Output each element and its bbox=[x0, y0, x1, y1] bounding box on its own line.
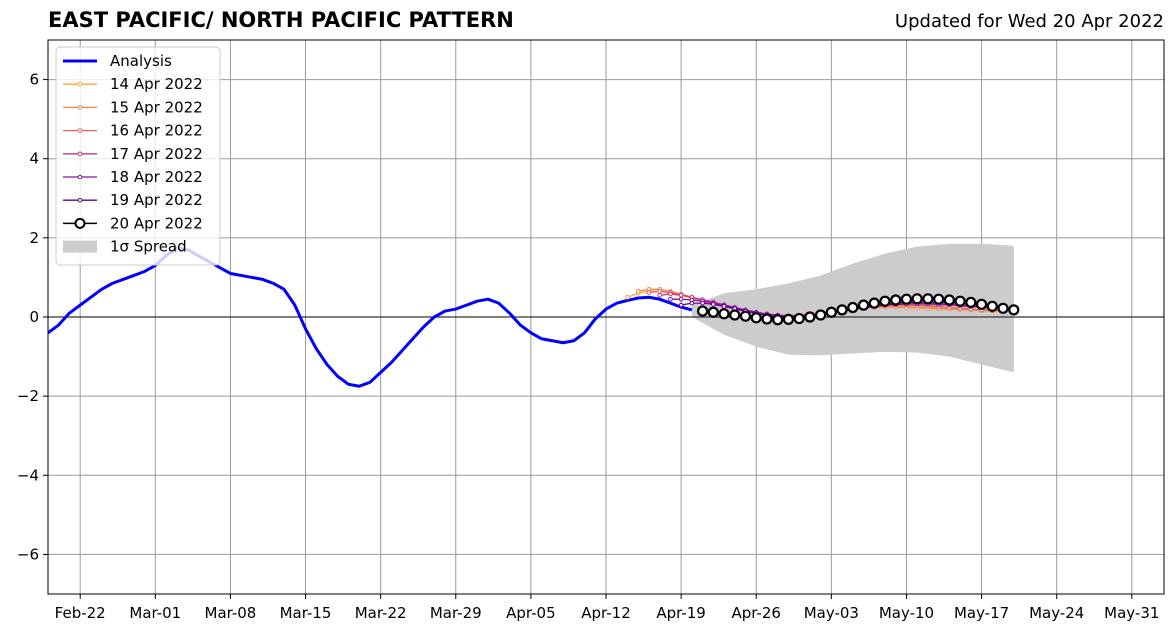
y-tick-label: 4 bbox=[29, 150, 39, 168]
forecast-point bbox=[729, 309, 741, 321]
x-tick-label: Mar-15 bbox=[280, 604, 332, 622]
forecast-point bbox=[922, 293, 934, 305]
legend-marker bbox=[77, 105, 83, 110]
x-tick-label: Mar-22 bbox=[355, 604, 407, 622]
forecast-point bbox=[825, 306, 837, 318]
legend-marker bbox=[77, 174, 83, 180]
legend-label: 14 Apr 2022 bbox=[110, 75, 203, 93]
x-tick-label: Apr-05 bbox=[506, 604, 556, 622]
y-tick-label: 2 bbox=[29, 229, 39, 247]
legend-label: Analysis bbox=[110, 52, 172, 70]
legend-marker bbox=[77, 197, 83, 203]
forecast-point bbox=[721, 304, 727, 309]
analysis-line bbox=[48, 246, 693, 388]
legend-label: 1σ Spread bbox=[110, 238, 187, 256]
legend-label: 15 Apr 2022 bbox=[110, 98, 203, 116]
x-tick-label: May-24 bbox=[1029, 604, 1084, 622]
forecast-point bbox=[815, 309, 827, 321]
y-tick-label: −6 bbox=[17, 545, 39, 563]
forecast-point bbox=[689, 300, 695, 306]
legend-label: 18 Apr 2022 bbox=[110, 168, 203, 186]
forecast-point bbox=[739, 310, 752, 322]
forecast-point bbox=[657, 288, 662, 294]
forecast-point bbox=[1008, 304, 1020, 316]
forecast-point bbox=[804, 311, 816, 323]
forecast-point bbox=[678, 296, 684, 302]
forecast-point bbox=[847, 301, 859, 314]
legend-handle bbox=[63, 240, 97, 253]
legend-label: 16 Apr 2022 bbox=[110, 122, 203, 140]
legend-label: 17 Apr 2022 bbox=[110, 145, 203, 163]
forecast-point bbox=[700, 300, 705, 306]
forecast-point bbox=[750, 312, 762, 324]
x-tick-label: Apr-26 bbox=[731, 604, 781, 622]
forecast-point bbox=[678, 292, 684, 298]
x-tick-label: May-17 bbox=[954, 604, 1009, 622]
y-tick-label: −4 bbox=[17, 466, 39, 484]
updated-date: Updated for Wed 20 Apr 2022 bbox=[894, 11, 1164, 32]
forecast-point bbox=[986, 300, 998, 312]
forecast-point bbox=[857, 299, 870, 311]
forecast-point bbox=[646, 290, 652, 295]
x-tick-label: Apr-12 bbox=[581, 604, 631, 622]
forecast-point bbox=[793, 312, 805, 325]
legend-label: 19 Apr 2022 bbox=[110, 191, 203, 209]
forecast-point bbox=[657, 292, 662, 298]
forecast-point bbox=[718, 308, 730, 320]
y-tick-label: 0 bbox=[29, 308, 39, 326]
legend-label: 20 Apr 2022 bbox=[110, 214, 203, 232]
x-tick-label: Mar-08 bbox=[205, 604, 257, 622]
forecast-point bbox=[954, 295, 966, 307]
x-tick-label: May-03 bbox=[804, 604, 859, 622]
forecast-point bbox=[696, 305, 709, 317]
forecast-point bbox=[890, 294, 902, 306]
forecast-point bbox=[782, 313, 795, 325]
legend-marker bbox=[77, 151, 83, 157]
forecast-point bbox=[933, 293, 945, 305]
legend: Analysis 14 Apr 2022 15 Apr 2022 16 Apr 202… bbox=[55, 46, 221, 266]
forecast-point bbox=[635, 288, 641, 294]
x-tick-label: May-10 bbox=[879, 604, 934, 622]
forecast-point bbox=[772, 314, 784, 326]
legend-marker bbox=[77, 128, 83, 133]
x-tick-label: Mar-29 bbox=[430, 604, 482, 622]
forecast-point bbox=[668, 296, 673, 302]
x-tick-label: Mar-01 bbox=[129, 604, 181, 622]
forecast-point bbox=[761, 313, 773, 325]
forecast-point bbox=[879, 295, 891, 307]
forecast-point bbox=[997, 302, 1009, 314]
forecast-point bbox=[911, 293, 923, 305]
forecast-point bbox=[625, 294, 630, 300]
forecast-point bbox=[668, 291, 673, 297]
forecast-point bbox=[975, 298, 988, 310]
y-tick-label: −2 bbox=[17, 387, 39, 405]
forecast-point bbox=[943, 294, 955, 306]
legend-marker bbox=[77, 81, 83, 87]
forecast-point bbox=[711, 302, 716, 307]
forecast-point bbox=[900, 293, 913, 305]
legend-marker bbox=[74, 217, 86, 229]
forecast-point bbox=[678, 302, 684, 308]
forecast-point bbox=[836, 304, 848, 316]
x-tick-label: Feb-22 bbox=[55, 604, 106, 622]
x-tick-label: Apr-19 bbox=[656, 604, 706, 622]
chart-title: EAST PACIFIC/ NORTH PACIFIC PATTERN bbox=[48, 8, 514, 32]
x-tick-label: May-31 bbox=[1104, 604, 1159, 622]
y-tick-label: 6 bbox=[29, 71, 39, 89]
forecast-point bbox=[868, 297, 880, 309]
legend-box bbox=[55, 46, 221, 266]
forecast-point bbox=[707, 306, 719, 318]
forecast-point bbox=[965, 296, 977, 308]
